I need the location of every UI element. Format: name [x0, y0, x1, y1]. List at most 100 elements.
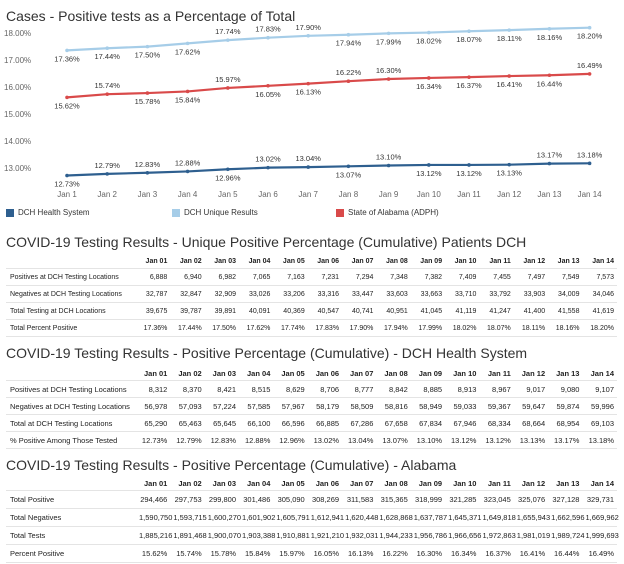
table-cell: 40,369	[273, 302, 308, 320]
data-point	[185, 41, 190, 46]
table-cell: 40,091	[239, 302, 274, 320]
table-cell: 9,017	[513, 380, 549, 398]
table-cell: 32,787	[136, 285, 171, 303]
table-cell: 40,951	[376, 302, 411, 320]
table-cell: 18.02%	[445, 319, 480, 337]
column-header: Jan 14	[590, 368, 614, 378]
legend-item-dch-unique[interactable]: DCH Unique Results	[172, 208, 258, 217]
data-label: 16.44%	[537, 79, 563, 88]
table-cell: 7,163	[273, 268, 308, 286]
column-header: Jan 04	[247, 368, 271, 378]
table-row: Total Testing at DCH Locations 39,675 39,7…	[6, 302, 617, 320]
data-point	[386, 163, 391, 168]
table-cell: 67,834	[410, 414, 446, 432]
data-label: 15.74%	[94, 81, 120, 90]
data-label: 17.83%	[255, 25, 281, 34]
table-cell: 41,247	[479, 302, 514, 320]
table-cell: 57,224	[204, 397, 240, 415]
table-cell: 59,367	[479, 397, 514, 415]
table-cell: 33,603	[376, 285, 411, 303]
table-cell: 1,655,943	[513, 508, 550, 527]
table-cell: 1,612,941	[307, 508, 344, 527]
table-cell: 17.36%	[136, 319, 171, 337]
data-label: 12.79%	[94, 161, 120, 170]
table-cell: 9,080	[548, 380, 583, 398]
column-header: Jan 12	[523, 257, 546, 265]
table-cell: 12.73%	[136, 431, 171, 449]
data-label: 13.04%	[295, 154, 321, 163]
data-label: 15.78%	[135, 97, 161, 106]
table-cell: 1,932,031	[342, 526, 378, 545]
column-header: Jan 13	[557, 257, 580, 265]
table-cell: 41,558	[548, 302, 583, 320]
table-cell: 34,009	[548, 285, 583, 303]
table-cell: 69,103	[582, 414, 617, 432]
column-header: Jan 01	[145, 257, 168, 265]
y-tick-label: 18.00%	[4, 29, 31, 38]
data-point	[65, 95, 69, 100]
data-label: 18.20%	[577, 32, 603, 41]
table-cell: 18.16%	[548, 319, 583, 337]
table-cell: 15.78%	[204, 544, 240, 563]
table-cell: 33,026	[239, 285, 274, 303]
table-cell: 305,090	[273, 490, 308, 509]
data-label: 18.11%	[497, 34, 522, 43]
table-cell: 8,312	[136, 380, 171, 398]
table-cell: 41,045	[410, 302, 446, 320]
data-point	[587, 161, 592, 166]
row-label: Negatives at DCH Testing Locations	[6, 397, 136, 415]
legend-item-dch-health[interactable]: DCH Health System	[6, 208, 90, 217]
table-cell: 16.30%	[410, 544, 446, 563]
column-header: Jan 06	[315, 478, 340, 488]
column-header: Jan 08	[384, 368, 408, 378]
table-cell: 1,981,019	[513, 526, 550, 545]
table-cell: 6,982	[204, 268, 240, 286]
data-point	[306, 165, 311, 169]
legend-label: State of Alabama (ADPH)	[348, 208, 439, 217]
table-cell: 325,076	[513, 490, 549, 509]
x-tick-label: Jan 7	[298, 190, 318, 199]
data-point	[145, 44, 150, 49]
table-cell: 18.20%	[582, 319, 617, 337]
table-cell: 8,967	[479, 380, 514, 398]
row-label: Total Tests	[6, 526, 136, 545]
table-2-title: COVID-19 Testing Results - Positive Perc…	[6, 345, 528, 361]
data-label: 16.05%	[255, 90, 281, 99]
table-cell: 59,874	[548, 397, 583, 415]
legend-item-alabama[interactable]: State of Alabama (ADPH)	[336, 208, 439, 217]
table-cell: 65,290	[136, 414, 171, 432]
column-header: Jan 03	[212, 368, 237, 378]
table-cell: 39,891	[204, 302, 240, 320]
table-cell: 16.22%	[376, 544, 411, 563]
table-cell: 15.84%	[239, 544, 274, 563]
row-label: Total at DCH Testing Locations	[6, 414, 136, 432]
data-point	[145, 170, 150, 175]
table-row: % Positive Among Those Tested 12.73% 12.79…	[6, 431, 617, 449]
series-line	[66, 72, 590, 99]
x-tick-label: Jan 13	[537, 190, 562, 199]
table-cell: 58,509	[342, 397, 377, 415]
data-label: 18.07%	[456, 35, 482, 44]
table-cell: 13.10%	[410, 431, 446, 449]
table-cell: 32,909	[204, 285, 240, 303]
table-row: Total at DCH Testing Locations 65,290 65,4…	[6, 414, 617, 432]
data-point	[507, 74, 512, 78]
column-header: Jan 02	[178, 478, 202, 488]
column-header: Jan 01	[143, 368, 168, 378]
data-label: 16.34%	[416, 82, 442, 91]
column-header: Jan 11	[487, 478, 511, 488]
table-cell: 16.13%	[342, 544, 377, 563]
data-point	[226, 38, 230, 42]
table-cell: 311,583	[342, 490, 377, 509]
data-label: 13.07%	[336, 170, 362, 179]
data-label: 17.36%	[54, 54, 80, 63]
data-point	[65, 48, 69, 53]
data-label: 15.62%	[54, 101, 80, 110]
data-point	[507, 28, 512, 32]
legend-label: DCH Unique Results	[184, 208, 258, 217]
table-cell: 39,787	[170, 302, 205, 320]
data-label: 17.90%	[295, 23, 321, 32]
data-label: 18.02%	[416, 37, 442, 46]
column-header: Jan 03	[214, 257, 237, 265]
column-header: Jan 04	[247, 478, 271, 488]
